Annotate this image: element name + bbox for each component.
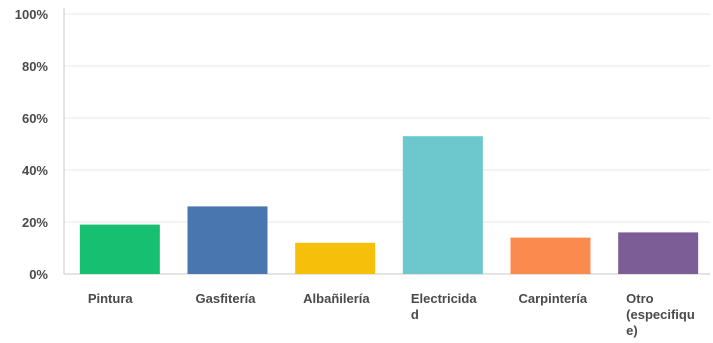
- y-tick-label: 60%: [22, 111, 48, 126]
- bar-2: [295, 242, 376, 274]
- gridlines: [64, 13, 710, 275]
- bar-5: [618, 232, 699, 274]
- x-category-label: Pintura: [88, 291, 134, 306]
- x-category-label: (especifiqu: [626, 307, 695, 322]
- x-category-label: Gasfitería: [196, 291, 257, 306]
- x-category-label: Albañilería: [303, 291, 370, 306]
- y-tick-label: 0%: [29, 267, 48, 282]
- y-tick-label: 80%: [22, 59, 48, 74]
- bar-1: [187, 206, 268, 274]
- x-category-label: Carpintería: [519, 291, 588, 306]
- x-category-label: Electricida: [411, 291, 478, 306]
- y-axis-ticks: 0% 20% 40% 60% 80% 100%: [15, 7, 49, 282]
- y-tick-label: 100%: [15, 7, 49, 22]
- x-category-label: d: [411, 307, 419, 322]
- bar-0: [79, 224, 160, 274]
- x-axis-labels: Pintura Gasfitería Albañilería Electricidad…: [88, 291, 695, 338]
- y-tick-label: 40%: [22, 163, 48, 178]
- bars: [79, 136, 699, 274]
- x-category-label: Otro: [626, 291, 654, 306]
- y-tick-label: 20%: [22, 215, 48, 230]
- bar-3: [402, 136, 483, 274]
- bar-4: [510, 237, 591, 274]
- x-category-label: e): [626, 323, 638, 338]
